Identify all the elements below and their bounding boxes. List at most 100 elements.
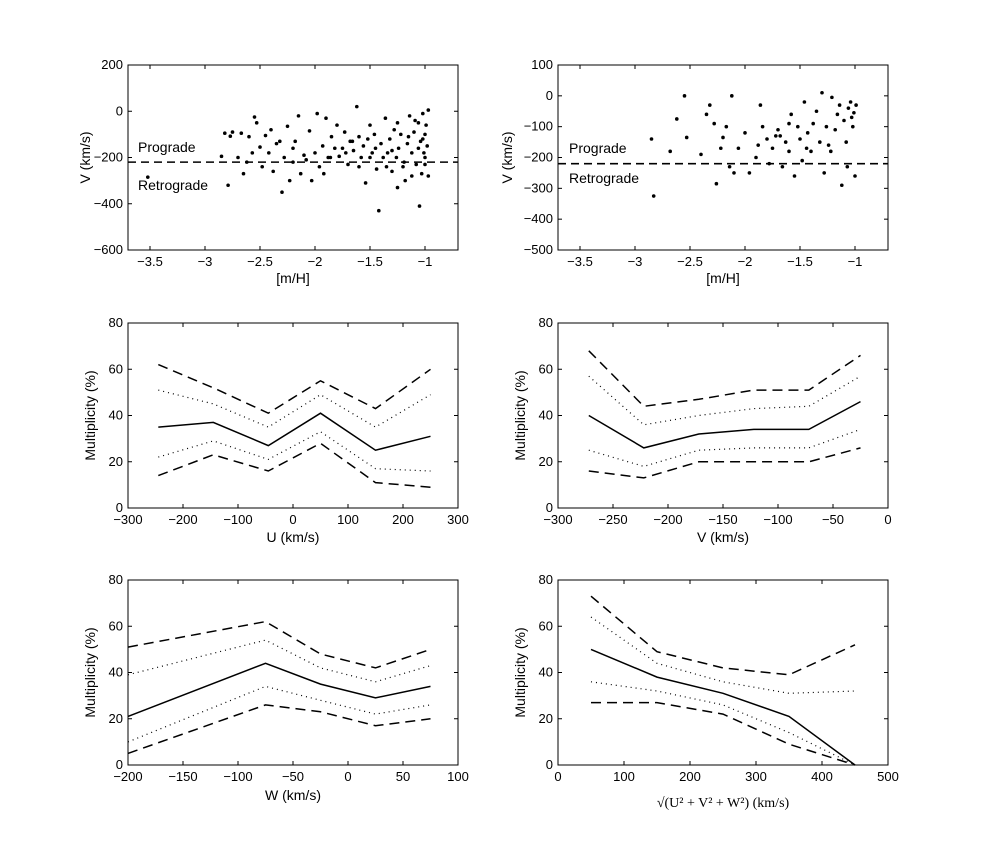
data-point	[342, 130, 347, 134]
y-tick-label: 60	[539, 361, 553, 376]
data-point	[254, 121, 259, 125]
y-tick-label: 60	[539, 618, 553, 633]
data-point	[848, 100, 853, 104]
data-point	[328, 155, 333, 160]
data-point	[230, 130, 235, 134]
x-tick-label: −100	[763, 512, 792, 527]
data-point	[699, 152, 703, 157]
data-point	[361, 144, 366, 148]
data-point	[649, 137, 654, 141]
x-tick-label: 200	[679, 769, 701, 784]
data-point	[370, 151, 375, 155]
y-axis-label: Multiplicity (%)	[82, 370, 98, 460]
data-point	[822, 171, 826, 175]
x-tick-label: 200	[392, 512, 414, 527]
data-point	[727, 164, 732, 169]
data-point	[765, 137, 769, 141]
y-tick-label: 0	[546, 88, 553, 103]
x-tick-label: −2.5	[247, 254, 273, 269]
data-point	[747, 171, 752, 175]
data-point	[219, 154, 224, 159]
data-point	[329, 134, 334, 139]
data-point	[226, 183, 230, 188]
data-point	[776, 127, 780, 132]
data-point	[392, 127, 397, 132]
data-point	[335, 123, 339, 127]
data-point	[724, 124, 729, 129]
data-point	[804, 146, 809, 151]
data-point	[333, 146, 337, 151]
data-point	[820, 90, 824, 95]
data-point	[285, 124, 290, 129]
data-point	[228, 134, 233, 139]
data-point	[374, 167, 379, 171]
y-axis-label: Multiplicity (%)	[512, 627, 528, 717]
x-axis-label: W (km/s)	[265, 787, 321, 803]
plot-frame	[127, 322, 459, 509]
series-line-lower-2sigma	[127, 704, 431, 755]
data-point	[396, 146, 401, 151]
series-line-upper-1sigma	[127, 639, 431, 683]
data-point	[267, 151, 271, 155]
y-tick-label: −400	[94, 196, 123, 211]
data-point	[416, 121, 421, 125]
x-tick-label: −3.5	[567, 254, 593, 269]
data-point	[309, 178, 314, 183]
plot-frame	[557, 64, 889, 251]
data-point	[760, 124, 765, 129]
data-point	[313, 151, 317, 155]
data-point	[410, 151, 414, 155]
prograde-annotation: Prograde	[569, 140, 627, 156]
data-point	[708, 103, 712, 107]
data-point	[384, 164, 389, 169]
data-point	[651, 194, 656, 198]
y-axis-label: V (km/s)	[499, 131, 515, 183]
data-point	[844, 140, 848, 144]
data-point	[359, 155, 364, 160]
series-line-upper-2sigma	[127, 620, 431, 669]
data-point	[814, 109, 819, 114]
data-point	[320, 144, 325, 148]
series-line-upper-2sigma	[590, 595, 856, 676]
data-point	[854, 103, 858, 107]
y-tick-label: −300	[524, 180, 553, 195]
x-tick-label: −2.5	[677, 254, 703, 269]
data-point	[263, 133, 268, 138]
data-point	[852, 110, 856, 115]
x-tick-label: −250	[598, 512, 627, 527]
data-point	[684, 135, 689, 140]
x-tick-label: 0	[884, 512, 891, 527]
x-tick-label: 0	[344, 769, 351, 784]
x-tick-label: −1	[848, 254, 863, 269]
x-tick-label: 500	[877, 769, 899, 784]
data-point	[792, 174, 797, 178]
data-point	[269, 127, 273, 132]
y-tick-label: 0	[116, 757, 123, 772]
data-point	[423, 132, 427, 137]
data-point	[298, 171, 303, 176]
data-point	[390, 169, 394, 174]
data-point	[800, 158, 804, 163]
data-point	[787, 149, 791, 154]
data-point	[252, 115, 257, 119]
x-tick-label: 100	[337, 512, 359, 527]
plot-frame	[557, 579, 889, 766]
data-point	[401, 164, 405, 169]
data-point	[412, 130, 416, 134]
data-point	[399, 132, 403, 137]
series-line-upper-2sigma	[158, 363, 431, 415]
series-line-upper-1sigma	[590, 616, 856, 694]
x-tick-label: −2	[308, 254, 323, 269]
data-point	[818, 140, 822, 144]
data-point	[368, 155, 372, 160]
data-point	[787, 121, 791, 126]
data-point	[307, 129, 312, 133]
x-tick-label: 300	[745, 769, 767, 784]
data-point	[357, 164, 361, 169]
data-point	[756, 143, 760, 147]
series-line-lower-1sigma	[158, 431, 431, 472]
data-point	[278, 139, 282, 144]
y-tick-label: 80	[109, 315, 123, 330]
y-tick-label: 60	[109, 618, 123, 633]
